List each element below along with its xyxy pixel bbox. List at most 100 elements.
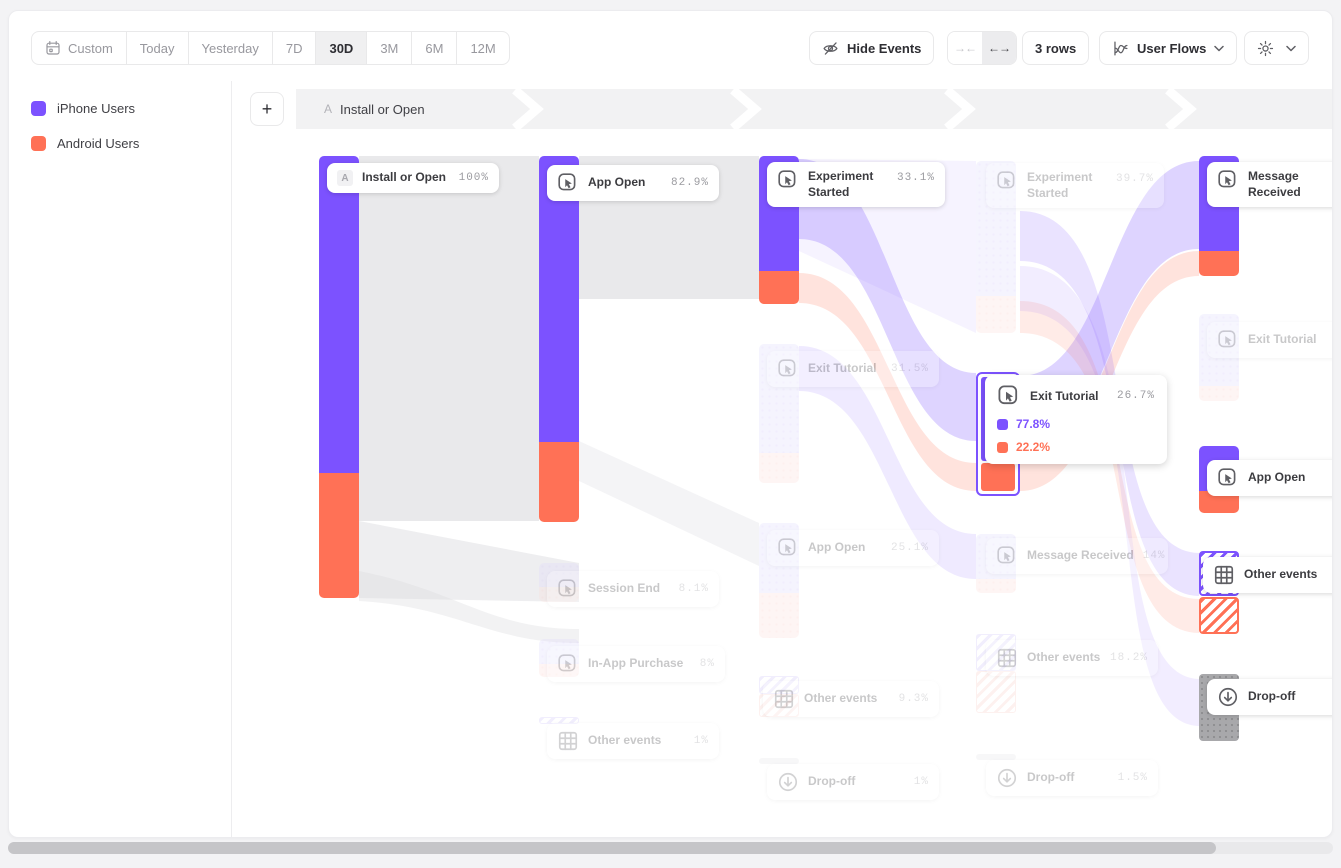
node-card-other-events-4[interactable]: Other events 18.2% <box>986 640 1158 676</box>
node-tooltip-exit-tutorial[interactable]: Exit Tutorial 26.7% 77.8% 22.2% <box>985 375 1167 464</box>
node-bar-drop-off-3[interactable] <box>759 758 799 764</box>
date-range-30d[interactable]: 30D <box>315 32 367 64</box>
horizontal-scrollbar-track[interactable] <box>8 842 1333 854</box>
node-card-install-or-open[interactable]: A Install or Open 100% <box>327 163 499 193</box>
node-card-in-app-purchase[interactable]: In-App Purchase 8% <box>547 646 725 682</box>
node-percent: 1.5% <box>1117 772 1148 784</box>
node-card-other-events-3[interactable]: Other events 9.3% <box>763 681 939 717</box>
node-card-drop-off-3[interactable]: Drop-off 1% <box>767 764 939 800</box>
node-label: Install or Open <box>362 170 447 185</box>
node-card-app-open-3[interactable]: App Open 25.1% <box>767 530 939 566</box>
horizontal-scrollbar-thumb[interactable] <box>8 842 1216 854</box>
node-bar-other-events-4[interactable] <box>976 634 1016 713</box>
node-label: In-App Purchase <box>588 656 684 671</box>
node-label: Exit Tutorial <box>1030 389 1099 403</box>
date-range-today[interactable]: Today <box>125 32 188 64</box>
collapse-icon: →← <box>954 41 977 55</box>
event-a-badge: A <box>337 170 353 186</box>
event-click-icon <box>558 173 576 191</box>
node-card-exit-tutorial-3[interactable]: Exit Tutorial 31.5% <box>767 351 939 387</box>
collapse-width-button[interactable]: →← <box>948 32 982 64</box>
node-bar-install-or-open[interactable] <box>319 156 359 598</box>
settings-button[interactable] <box>1244 31 1309 65</box>
date-range-7d[interactable]: 7D <box>271 32 316 64</box>
node-card-session-end[interactable]: Session End 8.1% <box>547 571 719 607</box>
chevron-down-icon <box>1286 45 1296 51</box>
date-range-group: Custom Today Yesterday 7D 30D 3M 6M 12M <box>31 31 510 65</box>
flow-link-step1-step2[interactable] <box>359 156 539 521</box>
date-range-label: Custom <box>68 40 113 56</box>
step-header-band[interactable] <box>296 89 1332 129</box>
node-bar-session-end[interactable] <box>539 563 579 602</box>
view-selector-button[interactable]: User Flows <box>1099 31 1238 65</box>
node-card-experiment-started[interactable]: Experiment Started 33.1% <box>767 162 945 208</box>
node-label: Other events <box>1244 567 1318 582</box>
drop-off-icon <box>997 768 1017 788</box>
node-percent: 26.7% <box>1116 390 1155 402</box>
node-label: Drop-off <box>1027 770 1075 785</box>
legend-label: Android Users <box>57 136 140 151</box>
grid-icon <box>1214 565 1234 585</box>
user-flows-icon <box>1114 40 1128 56</box>
node-bar-other-events-2[interactable] <box>539 717 579 724</box>
node-card-message-received-5[interactable]: Message Received <box>1207 162 1332 208</box>
add-step-button[interactable]: + <box>250 92 284 126</box>
date-range-6m[interactable]: 6M <box>411 32 456 64</box>
node-card-other-events-5[interactable]: Other events <box>1203 557 1332 593</box>
date-range-3m[interactable]: 3M <box>366 32 411 64</box>
event-click-icon <box>778 359 796 377</box>
node-bar-app-open-3[interactable] <box>759 523 799 638</box>
legend-item-android[interactable]: Android Users <box>31 136 139 151</box>
node-label: App Open <box>1248 470 1306 485</box>
expand-width-button[interactable]: ←→ <box>982 32 1016 64</box>
node-label: Other events <box>588 733 662 748</box>
node-card-app-open-5[interactable]: App Open <box>1207 460 1332 496</box>
legend-item-iphone[interactable]: iPhone Users <box>31 101 135 116</box>
node-percent: 8.1% <box>678 583 709 595</box>
node-card-exit-tutorial-5[interactable]: Exit Tutorial <box>1207 322 1332 358</box>
grid-icon <box>997 648 1017 668</box>
node-percent: 82.9% <box>670 177 709 189</box>
node-bar-other-events-3[interactable] <box>759 676 799 717</box>
node-label: Exit Tutorial <box>808 361 877 376</box>
node-card-experiment-started-4[interactable]: Experiment Started 39.7% <box>986 163 1164 209</box>
chevron-down-icon <box>1214 45 1225 51</box>
node-card-drop-off-4[interactable]: Drop-off 1.5% <box>986 760 1158 796</box>
step-1-header[interactable]: A Install or Open <box>324 89 425 129</box>
node-label: Other events <box>1027 650 1101 665</box>
node-card-other-events-2[interactable]: Other events 1% <box>547 723 719 759</box>
node-label: Experiment Started <box>1027 170 1093 200</box>
node-label: Experiment Started <box>808 169 874 199</box>
android-swatch <box>31 136 46 151</box>
date-range-yesterday[interactable]: Yesterday <box>187 32 272 64</box>
node-label: Exit Tutorial <box>1248 332 1317 347</box>
node-bar-in-app-purchase[interactable] <box>539 639 579 677</box>
event-click-icon <box>997 546 1015 564</box>
node-card-message-received-4[interactable]: Message Received 14% <box>986 538 1168 574</box>
step-chevron <box>730 89 762 129</box>
width-toggle-group: →← ←→ <box>947 31 1017 65</box>
date-range-12m[interactable]: 12M <box>456 32 508 64</box>
date-range-custom[interactable]: Custom <box>32 32 126 64</box>
rows-button[interactable]: 3 rows <box>1022 31 1090 65</box>
step-chevron <box>1165 89 1197 129</box>
node-bar-exit-tutorial-5[interactable] <box>1199 314 1239 401</box>
node-card-app-open[interactable]: App Open 82.9% <box>547 165 719 201</box>
node-bar-message-received-4[interactable] <box>976 534 1016 593</box>
step-chevron <box>512 89 544 129</box>
sidebar-divider <box>231 81 232 837</box>
event-click-icon <box>998 385 1018 405</box>
event-click-icon <box>778 538 796 556</box>
node-bar-experiment-started-4[interactable] <box>976 161 1016 333</box>
node-percent: 39.7% <box>1115 173 1154 185</box>
event-click-icon <box>1218 330 1236 348</box>
event-click-icon <box>558 654 576 672</box>
node-bar-app-open[interactable] <box>539 156 579 522</box>
node-card-drop-off-5[interactable]: Drop-off <box>1207 679 1332 715</box>
hide-events-button[interactable]: Hide Events <box>809 31 935 65</box>
node-label: App Open <box>588 175 646 190</box>
node-bar-drop-off-4[interactable] <box>976 754 1016 760</box>
node-percent: 1% <box>693 735 709 747</box>
plus-icon: + <box>261 98 273 119</box>
node-bar-exit-tutorial-3[interactable] <box>759 344 799 483</box>
